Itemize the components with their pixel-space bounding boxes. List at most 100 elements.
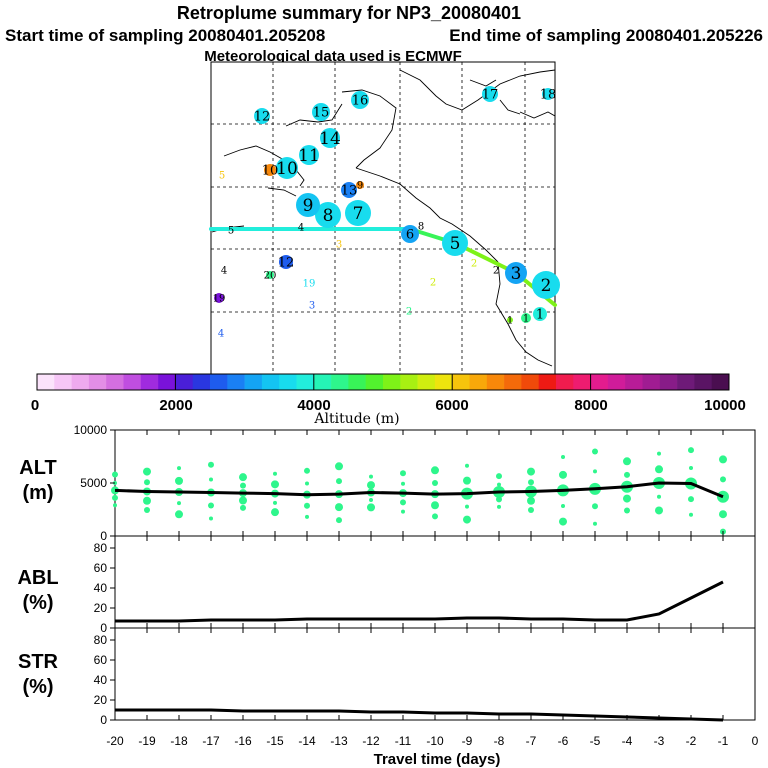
trajectory-circle bbox=[254, 108, 270, 124]
trajectory-circle bbox=[299, 145, 319, 165]
alt-scatter-dot bbox=[112, 494, 118, 501]
alt-scatter-dot bbox=[720, 476, 726, 483]
trajectory-day-label: 13 bbox=[341, 184, 358, 199]
trajectory-day-label: 4 bbox=[221, 266, 227, 277]
trajectory-day-label: 3 bbox=[336, 240, 342, 251]
alt-scatter-dot bbox=[177, 466, 181, 471]
trajectory-circle bbox=[542, 88, 554, 100]
alt-scatter-dot bbox=[719, 455, 727, 464]
alt-scatter-dot bbox=[655, 506, 663, 515]
colorbar-cell bbox=[659, 374, 678, 390]
trajectory-circle bbox=[264, 164, 276, 176]
abl-y-tick-label: 0 bbox=[100, 621, 107, 635]
trajectory-circle bbox=[521, 313, 531, 323]
alt-scatter-dot bbox=[432, 513, 438, 520]
alt-scatter-dot bbox=[304, 467, 310, 474]
colorbar-cell bbox=[452, 374, 470, 390]
trajectory-day-label: 18 bbox=[540, 88, 557, 103]
trajectory-day-label: 1 bbox=[507, 316, 513, 327]
str-y-tick-label: 80 bbox=[94, 633, 108, 647]
alt-scatter-dot bbox=[465, 504, 469, 509]
end-time-label: End time of sampling 20080401.205226 bbox=[449, 26, 763, 45]
trajectory-day-label: 6 bbox=[406, 228, 414, 243]
alt-scatter-dot bbox=[144, 479, 150, 486]
colorbar-cell bbox=[694, 374, 712, 390]
x-tick-label: -15 bbox=[266, 734, 284, 748]
colorbar-cell bbox=[504, 374, 522, 390]
trajectory-day-label: 9 bbox=[357, 181, 363, 192]
colorbar-cell bbox=[642, 374, 661, 390]
alt-scatter-dot bbox=[496, 496, 502, 503]
alt-scatter-dot bbox=[431, 466, 439, 475]
trajectory-day-label: 5 bbox=[228, 226, 234, 237]
colorbar-cell bbox=[227, 374, 245, 390]
x-tick-label: -14 bbox=[298, 734, 316, 748]
abl-y-tick-label: 60 bbox=[94, 561, 108, 575]
abl-y-tick-label: 80 bbox=[94, 541, 108, 555]
str-y-tick-label: 20 bbox=[94, 693, 108, 707]
alt-scatter-dot bbox=[143, 496, 151, 505]
trajectory-day-label: 15 bbox=[313, 106, 330, 121]
x-tick-label: -3 bbox=[654, 734, 665, 748]
x-tick-label: -10 bbox=[426, 734, 444, 748]
trajectory-day-label: 1 bbox=[536, 308, 544, 323]
colorbar-cell bbox=[175, 374, 193, 390]
alt-scatter-dot bbox=[271, 480, 279, 489]
alt-scatter-dot bbox=[336, 478, 342, 485]
trajectory-day-label: 8 bbox=[323, 206, 334, 226]
alt-series-line bbox=[114, 481, 724, 499]
trajectory-day-label: 16 bbox=[352, 94, 369, 109]
alt-scatter-dot bbox=[593, 469, 597, 474]
str-label: STR bbox=[18, 651, 59, 673]
met-data-label: Meteorological data used is ECMWF bbox=[204, 48, 462, 65]
colorbar-cell bbox=[54, 374, 72, 390]
colorbar-cell bbox=[469, 374, 488, 390]
colorbar-cell bbox=[677, 374, 695, 390]
trajectory-circle bbox=[401, 225, 419, 243]
alt-scatter-dot bbox=[239, 496, 247, 505]
trajectory-day-label: 19 bbox=[303, 279, 316, 290]
alt-scatter-dot bbox=[561, 455, 565, 460]
alt-label: ALT bbox=[19, 457, 56, 479]
str-y-tick-label: 60 bbox=[94, 653, 108, 667]
colorbar-cell bbox=[331, 374, 349, 390]
trajectory-day-label: 17 bbox=[482, 88, 499, 103]
alt-scatter-dot bbox=[623, 457, 631, 466]
trajectory-circle bbox=[315, 202, 341, 228]
alt-scatter-dot bbox=[689, 512, 693, 517]
colorbar-cell bbox=[192, 374, 211, 390]
alt-scatter-dot bbox=[240, 482, 246, 489]
alt-scatter-dot bbox=[400, 499, 406, 506]
colorbar-cell bbox=[573, 374, 591, 390]
colorbar-cell bbox=[711, 374, 730, 390]
trajectory-day-label: 5 bbox=[450, 234, 461, 254]
trajectory-circle bbox=[266, 271, 274, 279]
alt-scatter-dot bbox=[113, 503, 117, 508]
trajectory-day-label: 19 bbox=[213, 294, 226, 305]
alt-scatter-dot bbox=[209, 516, 213, 521]
alt-scatter-dot bbox=[175, 510, 183, 519]
alt-scatter-dot bbox=[624, 471, 630, 478]
alt-scatter-dot bbox=[144, 507, 150, 514]
alt-unit: (m) bbox=[22, 482, 53, 504]
trajectory-markers: 1112222233344455567889101011121213141516… bbox=[213, 86, 560, 340]
str-series-line bbox=[115, 708, 724, 722]
alt-scatter-dot bbox=[367, 481, 375, 490]
alt-scatter-dot bbox=[689, 465, 693, 470]
alt-scatter-dot bbox=[239, 473, 247, 482]
alt-scatter-dot bbox=[463, 515, 471, 524]
trajectory-day-label: 11 bbox=[298, 146, 320, 166]
colorbar-cell bbox=[521, 374, 539, 390]
trajectory-day-label: 5 bbox=[219, 171, 225, 182]
alt-scatter-dot bbox=[527, 467, 535, 476]
trajectory-day-label: 12 bbox=[254, 110, 271, 125]
alt-scatter-dot bbox=[688, 496, 694, 503]
alt-scatter-dot bbox=[657, 494, 661, 499]
alt-scatter-dot bbox=[304, 502, 310, 509]
trajectory-circle bbox=[505, 262, 527, 284]
x-tick-label: -12 bbox=[362, 734, 380, 748]
alt-scatter-dot bbox=[401, 509, 405, 514]
colorbar-cell bbox=[538, 374, 557, 390]
x-tick-label: -13 bbox=[330, 734, 348, 748]
